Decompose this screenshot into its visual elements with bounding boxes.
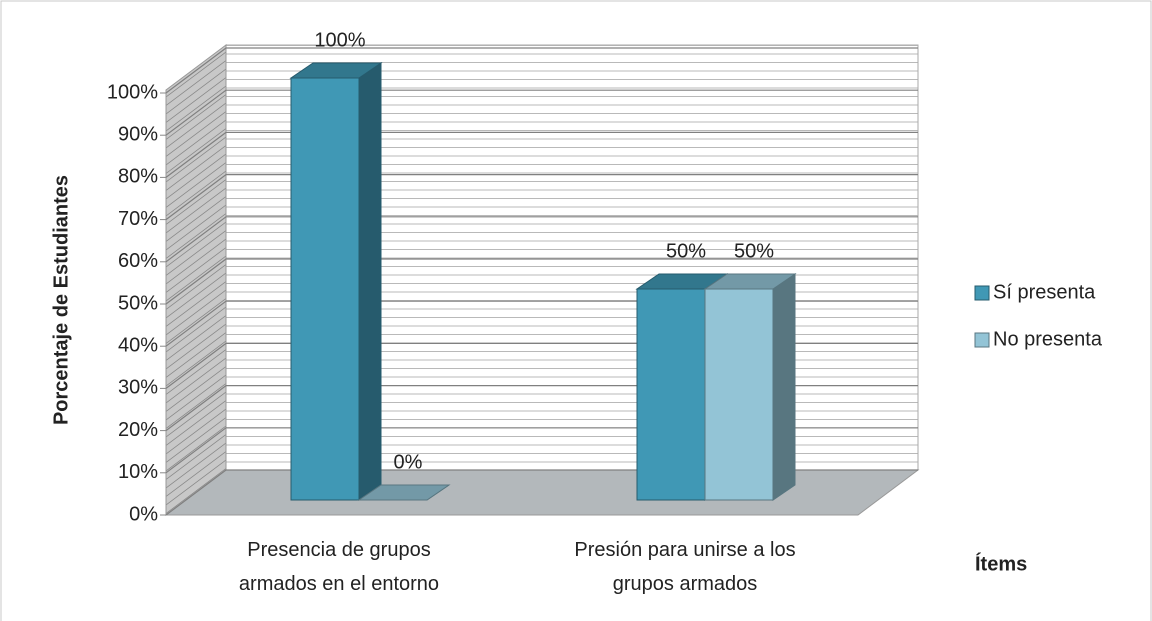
y-tick-label: 90%	[118, 123, 158, 145]
value-label: 0%	[394, 451, 423, 473]
grid-line	[165, 131, 918, 178]
bar-side	[358, 62, 382, 501]
grid-line	[165, 89, 918, 136]
x-axis-title: Ítems	[975, 552, 1027, 575]
bar-top	[289, 62, 383, 79]
y-tick-label: 40%	[118, 334, 158, 356]
y-tick-label: 20%	[118, 419, 158, 441]
y-tick-label: 70%	[118, 208, 158, 230]
y-tick-label: 100%	[107, 81, 158, 103]
label-line: armados en el entorno	[239, 573, 439, 595]
bar-front	[636, 288, 706, 501]
legend-swatch	[974, 285, 990, 301]
grid-line	[165, 216, 918, 263]
label-line: grupos armados	[613, 573, 758, 595]
bar-front	[704, 288, 774, 501]
label-line: Presión para unirse a los	[574, 539, 795, 561]
bar-top	[357, 484, 451, 501]
x-tick-label: Presencia de grupos armados en el entorno	[239, 539, 439, 595]
value-label: 100%	[314, 29, 365, 51]
grid-line	[165, 258, 918, 305]
legend-label: No presenta	[993, 328, 1103, 350]
y-axis-title: Porcentaje de Estudiantes	[50, 175, 72, 425]
legend-swatch	[974, 332, 990, 348]
x-tick-label: Presión para unirse a los grupos armados	[574, 539, 795, 595]
bar-side	[772, 273, 796, 501]
side-wall	[165, 44, 227, 516]
grid-line	[165, 47, 918, 94]
y-tick-label: 50%	[118, 292, 158, 314]
value-label: 50%	[734, 240, 774, 262]
bar-top	[703, 273, 797, 290]
y-tick-label: 60%	[118, 250, 158, 272]
label-line: Presencia de grupos	[247, 539, 430, 561]
grid-line	[165, 174, 918, 221]
value-label: 50%	[666, 240, 706, 262]
legend-label: Sí presenta	[993, 281, 1096, 303]
y-tick-label: 10%	[118, 461, 158, 483]
bar-front	[290, 77, 360, 501]
y-tick-label: 0%	[129, 503, 158, 525]
floor	[164, 469, 920, 516]
y-tick-label: 30%	[118, 377, 158, 399]
y-tick-label: 80%	[118, 166, 158, 188]
